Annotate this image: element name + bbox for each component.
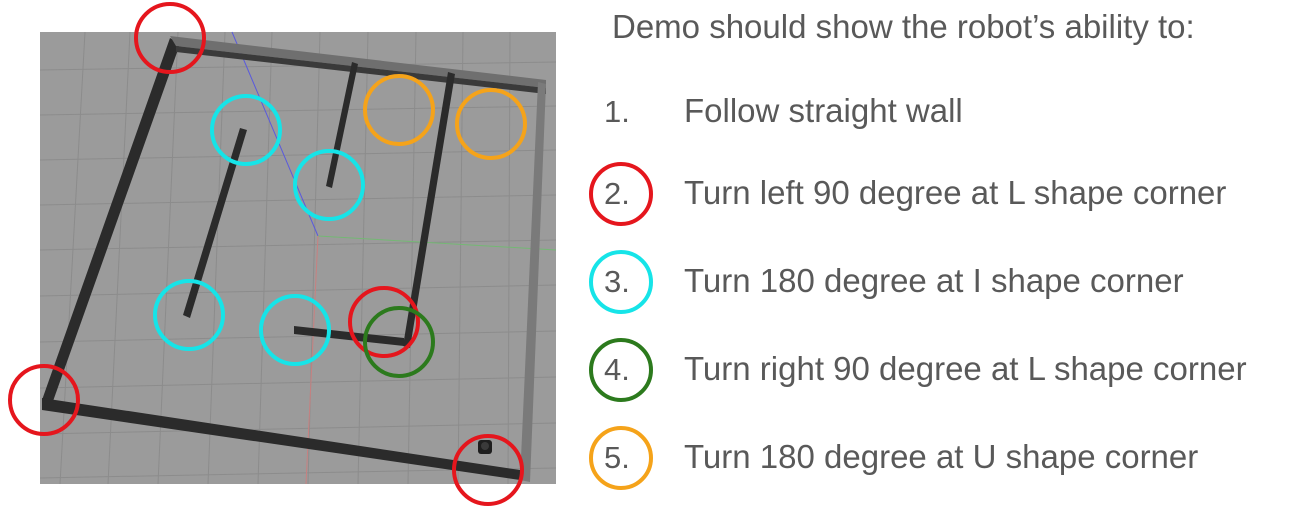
list-item-4: 4. Turn right 90 degree at L shape corne… (586, 338, 1306, 410)
red-ring-center (348, 286, 420, 358)
item-label: Turn 180 degree at U shape corner (684, 438, 1199, 475)
orange-ring-icon (589, 426, 653, 490)
item-number: 4. (604, 352, 630, 387)
item-number: 5. (604, 440, 630, 475)
item-number: 1. (604, 94, 630, 129)
list-item-2: 2. Turn left 90 degree at L shape corner (586, 162, 1306, 234)
robot (478, 440, 492, 454)
item-number: 3. (604, 264, 630, 299)
wall-inner-vertical-b (403, 72, 455, 348)
green-ring (363, 306, 435, 378)
wall-outer-right (520, 82, 546, 482)
red-ring-bottom-left (8, 364, 80, 436)
cyan-ring-icon (589, 250, 653, 314)
item-number-wrap: 5. (586, 426, 662, 498)
maze-simulation-view (8, 2, 557, 506)
item-number: 2. (604, 176, 630, 211)
green-ring-icon (589, 338, 653, 402)
axis-line-blue (231, 31, 319, 237)
wall-outer-left (42, 38, 180, 404)
item-number-wrap: 2. (586, 162, 662, 234)
item-number-wrap: 1. (586, 80, 662, 152)
annotation-rings (8, 2, 527, 506)
red-ring-bottom-right (452, 434, 524, 506)
red-ring-icon (589, 162, 653, 226)
cyan-ring-3 (153, 279, 225, 351)
wall-inner-vertical-a (326, 62, 358, 188)
item-label: Turn right 90 degree at L shape corner (684, 350, 1247, 387)
wall-outer-bottom (42, 398, 520, 480)
item-label: Follow straight wall (684, 92, 963, 129)
red-ring-top-left (134, 2, 206, 74)
wall-inner-horizontal (294, 326, 404, 346)
cyan-ring-2 (293, 149, 365, 221)
orange-ring-2 (455, 88, 527, 160)
axis-line-green (317, 235, 557, 251)
item-label: Turn left 90 degree at L shape corner (684, 174, 1227, 211)
slide-heading: Demo should show the robot’s ability to: (612, 8, 1195, 45)
list-item-5: 5. Turn 180 degree at U shape corner (586, 426, 1306, 498)
maze-walls (42, 36, 546, 482)
list-item-1: 1. Follow straight wall (586, 80, 1306, 152)
item-number-wrap: 4. (586, 338, 662, 410)
wall-inner-diagonal (183, 128, 247, 318)
cyan-ring-4 (259, 294, 331, 366)
list-item-3: 3. Turn 180 degree at I shape corner (586, 250, 1306, 322)
item-number-wrap: 3. (586, 250, 662, 322)
cyan-ring-1 (210, 94, 282, 166)
item-label: Turn 180 degree at I shape corner (684, 262, 1184, 299)
orange-ring-1 (363, 74, 435, 146)
